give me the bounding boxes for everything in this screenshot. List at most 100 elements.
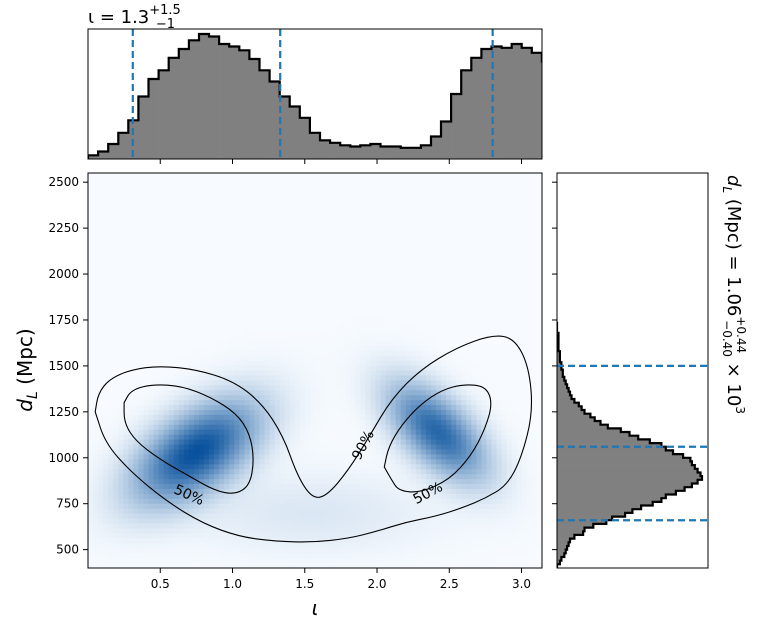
heatmap-cell <box>209 306 215 312</box>
heatmap-cell <box>149 341 155 347</box>
heatmap-cell <box>360 203 366 209</box>
heatmap-cell <box>184 553 190 559</box>
heatmap-cell <box>340 321 346 327</box>
heatmap-cell <box>234 282 240 288</box>
heatmap-cell <box>275 529 281 535</box>
heatmap-cell <box>88 272 94 278</box>
heatmap-cell <box>133 336 139 342</box>
heatmap-cell <box>234 548 240 554</box>
heatmap-cell <box>229 316 235 322</box>
heatmap-cell <box>128 361 134 367</box>
heatmap-cell <box>204 415 210 421</box>
heatmap-cell <box>386 232 392 238</box>
heatmap-cell <box>214 430 220 436</box>
heatmap-cell <box>204 232 210 238</box>
heatmap-cell <box>365 371 371 377</box>
heatmap-cell <box>305 543 311 549</box>
heatmap-cell <box>118 242 124 248</box>
heatmap-cell <box>164 548 170 554</box>
heatmap-cell <box>249 553 255 559</box>
heatmap-cell <box>194 267 200 273</box>
heatmap-cell <box>88 331 94 337</box>
heatmap-cell <box>265 173 271 179</box>
heatmap-cell <box>244 262 250 268</box>
heatmap-cell <box>174 232 180 238</box>
heatmap-cell <box>244 203 250 209</box>
heatmap-cell <box>229 237 235 243</box>
heatmap-cell <box>98 533 104 539</box>
heatmap-cell <box>254 242 260 248</box>
heatmap-cell <box>244 405 250 411</box>
heatmap-cell <box>310 356 316 362</box>
heatmap-cell <box>179 405 185 411</box>
heatmap-cell <box>93 277 99 283</box>
heatmap-cell <box>224 217 230 223</box>
heatmap-cell <box>244 311 250 317</box>
heatmap-cell <box>209 257 215 263</box>
heatmap-cell <box>275 287 281 293</box>
heatmap-cell <box>386 509 392 515</box>
heatmap-cell <box>355 311 361 317</box>
heatmap-cell <box>305 331 311 337</box>
heatmap-cell <box>330 247 336 253</box>
heatmap-cell <box>381 440 387 446</box>
heatmap-cell <box>345 538 351 544</box>
heatmap-cell <box>360 519 366 525</box>
heatmap-cell <box>260 321 266 327</box>
heatmap-cell <box>88 415 94 421</box>
heatmap-cell <box>381 326 387 332</box>
heatmap-cell <box>209 440 215 446</box>
heatmap-cell <box>133 514 139 520</box>
heatmap-cell <box>330 519 336 525</box>
heatmap-cell <box>275 519 281 525</box>
heatmap-cell <box>108 371 114 377</box>
heatmap-cell <box>224 213 230 219</box>
heatmap-cell <box>370 282 376 288</box>
heatmap-cell <box>325 464 331 470</box>
heatmap-cell <box>108 296 114 302</box>
heatmap-cell <box>143 227 149 233</box>
heatmap-cell <box>350 479 356 485</box>
heatmap-cell <box>350 371 356 377</box>
heatmap-cell <box>249 489 255 495</box>
heatmap-cell <box>239 173 245 179</box>
heatmap-cell <box>234 454 240 460</box>
heatmap-cell <box>123 454 129 460</box>
heatmap-cell <box>295 316 301 322</box>
heatmap-cell <box>270 321 276 327</box>
heatmap-cell <box>355 410 361 416</box>
heatmap-cell <box>335 316 341 322</box>
heatmap-cell <box>320 558 326 564</box>
heatmap-cell <box>133 282 139 288</box>
heatmap-cell <box>270 188 276 194</box>
heatmap-cell <box>234 450 240 456</box>
heatmap-cell <box>275 356 281 362</box>
heatmap-cell <box>350 316 356 322</box>
heatmap-cell <box>325 178 331 184</box>
heatmap-cell <box>300 529 306 535</box>
heatmap-cell <box>214 262 220 268</box>
heatmap-cell <box>325 188 331 194</box>
heatmap-cell <box>386 514 392 520</box>
heatmap-cell <box>295 311 301 317</box>
heatmap-cell <box>325 356 331 362</box>
heatmap-cell <box>260 553 266 559</box>
heatmap-cell <box>249 217 255 223</box>
heatmap-cell <box>128 489 134 495</box>
heatmap-cell <box>295 509 301 515</box>
heatmap-cell <box>184 237 190 243</box>
heatmap-cell <box>98 529 104 535</box>
heatmap-cell <box>249 385 255 391</box>
heatmap-cell <box>154 252 160 258</box>
heatmap-cell <box>270 282 276 288</box>
heatmap-cell <box>103 262 109 268</box>
heatmap-cell <box>133 450 139 456</box>
heatmap-cell <box>113 538 119 544</box>
heatmap-cell <box>360 321 366 327</box>
heatmap-cell <box>88 321 94 327</box>
heatmap-cell <box>138 311 144 317</box>
heatmap-cell <box>365 346 371 352</box>
heatmap-cell <box>350 178 356 184</box>
heatmap-cell <box>370 321 376 327</box>
heatmap-cell <box>305 198 311 204</box>
